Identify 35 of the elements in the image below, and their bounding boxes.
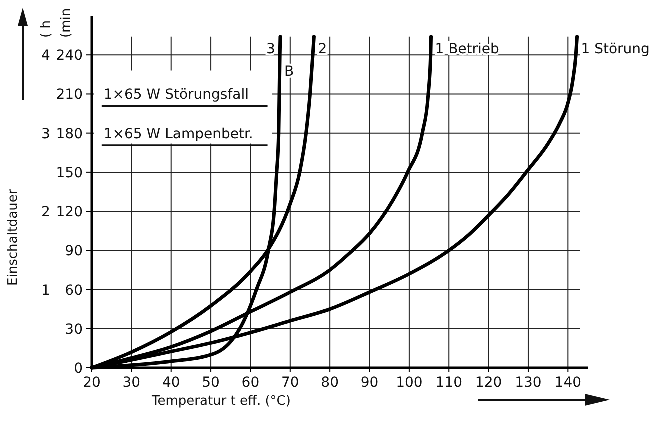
x-tick-label: 70 [281, 375, 300, 391]
y2-tick-label: 2 [42, 204, 50, 221]
y-axis-title: (min [59, 8, 74, 38]
annotation: 1 Störung [581, 42, 650, 58]
y-tick-label: 180 [56, 126, 83, 142]
y-tick-label: 60 [65, 282, 83, 299]
x-tick-label: 120 [475, 375, 502, 391]
x-tick-label: 20 [83, 375, 101, 391]
annotation: 2 [318, 42, 328, 58]
annotation: 1×65 W Lampenbetr. [104, 126, 254, 142]
y-tick-label: 240 [56, 48, 83, 64]
y-tick-label: 210 [56, 87, 83, 104]
text: Einschaltdauer [6, 188, 21, 286]
y2-tick-label: 3 [42, 126, 50, 142]
x-tick-label: 50 [202, 375, 220, 391]
x-tick-label: 30 [122, 375, 141, 391]
x-tick-label: 90 [360, 375, 379, 391]
y-tick-label: 150 [56, 165, 83, 182]
x-tick-label: 140 [554, 375, 582, 391]
x-axis-title: Temperatur t eff. (°C) [151, 394, 291, 409]
x-tick-label: 100 [396, 375, 423, 391]
y-tick-label: 120 [56, 204, 83, 221]
x-tick-label: 40 [162, 375, 180, 391]
y-tick-label: 30 [65, 322, 83, 338]
y-tick-label: 0 [74, 361, 83, 377]
y2-tick-label: 4 [42, 48, 51, 64]
x-tick-label: 130 [515, 375, 542, 391]
annotation: 3 [266, 42, 276, 58]
x-tick-label: 80 [321, 375, 339, 391]
y-tick-label: 90 [65, 244, 83, 260]
x-tick-label: 110 [436, 375, 462, 391]
annotation: 1×65 W Störungsfall [104, 87, 250, 104]
x-tick-label: 60 [242, 375, 260, 391]
y2-tick-label: 1 [42, 282, 50, 299]
y2-axis-title: ( h [39, 20, 54, 38]
